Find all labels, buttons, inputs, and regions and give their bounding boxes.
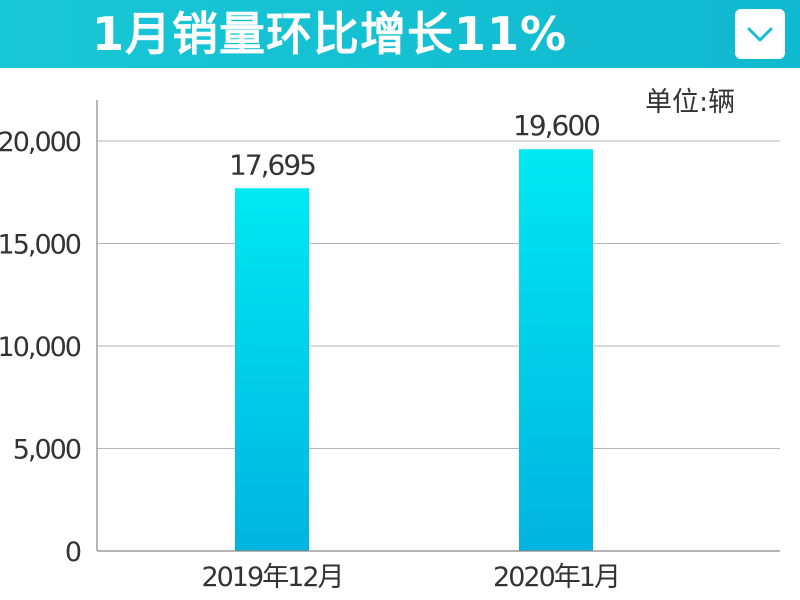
header-banner: 1月销量环比增长11%	[0, 0, 800, 68]
bar	[519, 149, 593, 551]
data-label: 17,695	[229, 148, 315, 181]
unit-label: 单位:辆	[645, 87, 736, 118]
y-tick-label: 20,000	[0, 127, 81, 158]
y-tick-label: 15,000	[0, 230, 81, 261]
collapse-button[interactable]	[735, 9, 785, 59]
page-title: 1月销量环比增长11%	[92, 7, 568, 61]
x-tick-label: 2019年12月	[201, 562, 342, 593]
data-label: 19,600	[513, 109, 599, 142]
bar	[235, 188, 309, 551]
y-tick-label: 0	[65, 537, 81, 568]
chevron-down-icon	[747, 27, 773, 42]
y-tick-label: 5,000	[13, 435, 81, 466]
y-tick-label: 10,000	[0, 332, 81, 363]
x-tick-label: 2020年1月	[493, 562, 619, 593]
